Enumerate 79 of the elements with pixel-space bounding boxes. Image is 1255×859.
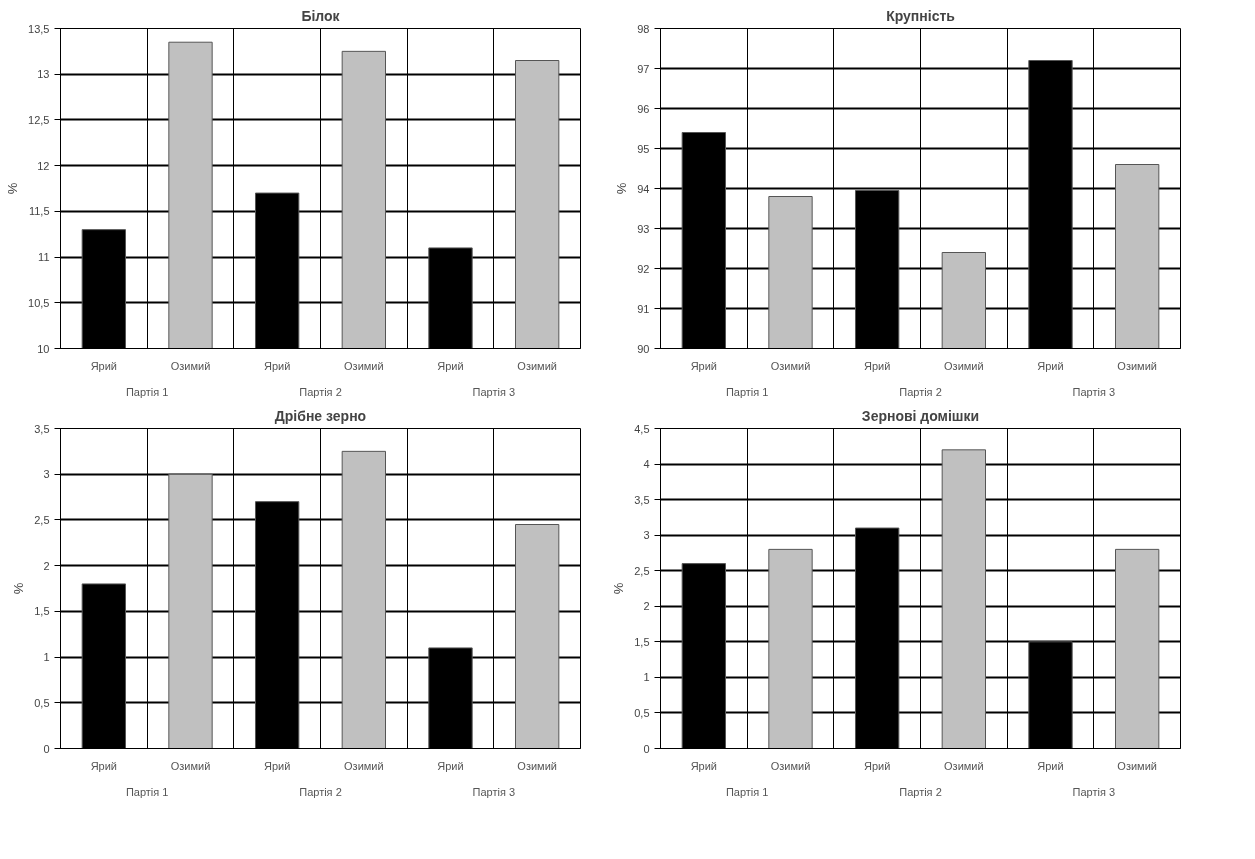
y-tick-label: 96: [637, 102, 650, 115]
x-tick-label: Партія 3: [1072, 385, 1116, 398]
y-tick-label: 4: [643, 458, 650, 471]
y-tick-label: 0: [43, 742, 50, 755]
text: Озимий: [944, 759, 984, 772]
series-label: Ярий: [690, 759, 718, 772]
y-tick-label: 1: [643, 671, 650, 684]
x-tick-label: Партія 1: [125, 785, 169, 798]
y-tick-label: 93: [637, 222, 650, 235]
y-tick-label: 91: [637, 302, 650, 315]
y-tick-label: 97: [637, 62, 650, 75]
y-tick-label: 92: [637, 262, 650, 275]
y-tick-label: 2: [643, 600, 650, 613]
y-tick-label: 98: [637, 22, 650, 35]
x-tick-label: Партія 2: [899, 785, 942, 798]
y-tick-label: 3: [43, 468, 50, 481]
x-tick-label: Партія 3: [1072, 785, 1116, 798]
y-tick-label: 2,5: [34, 513, 50, 526]
y-tick-label: 13: [37, 68, 50, 81]
text: Озимий: [944, 359, 984, 372]
x-tick-label: Партія 3: [472, 785, 516, 798]
text: Ярий: [263, 359, 291, 372]
series-label: Ярий: [690, 359, 718, 372]
series-label: Озимий: [170, 759, 211, 772]
y-tick-label: 3,5: [34, 422, 50, 435]
series-label: Ярий: [90, 359, 118, 372]
y-axis-title: %: [5, 182, 21, 195]
y-tick-label: 12: [37, 159, 50, 172]
y-tick-label: 3: [643, 529, 650, 542]
text: Ярий: [1037, 759, 1064, 772]
y-tick-label: 0,5: [34, 696, 50, 709]
series-label: Озимий: [770, 359, 811, 372]
y-tick-label: 95: [637, 142, 650, 155]
y-tick-label: 10: [37, 342, 50, 355]
x-tick-label: Партія 2: [899, 385, 942, 398]
x-tick-label: Партія 1: [125, 385, 169, 398]
x-tick-label: Партія 2: [299, 385, 342, 398]
y-tick-label: 4,5: [634, 422, 650, 435]
text: Озимий: [1117, 359, 1157, 372]
text: Озимий: [517, 359, 557, 372]
y-tick-label: 0,5: [634, 706, 650, 719]
y-tick-label: 2: [43, 559, 50, 572]
text: Озимий: [1117, 759, 1157, 772]
chart-title: Крупність: [886, 7, 956, 24]
text: Ярий: [263, 759, 291, 772]
text: Ярий: [863, 759, 891, 772]
y-tick-label: 0: [643, 742, 650, 755]
y-axis-title: %: [614, 182, 630, 195]
y-tick-label: 1,5: [34, 605, 50, 618]
y-tick-label: 1: [43, 651, 50, 664]
y-axis-title: %: [11, 582, 27, 595]
y-tick-label: 94: [637, 182, 650, 195]
text: Озимий: [344, 359, 384, 372]
text: Ярий: [863, 359, 891, 372]
text: Ярий: [437, 359, 464, 372]
series-label: Озимий: [170, 359, 211, 372]
text: Озимий: [344, 759, 384, 772]
x-tick-label: Партія 1: [725, 785, 769, 798]
series-label: Озимий: [770, 759, 811, 772]
y-tick-label: 1,5: [634, 635, 650, 648]
y-axis-title: %: [611, 582, 627, 595]
y-tick-label: 12,5: [28, 113, 50, 126]
chart-title: Дрібне зерно: [274, 407, 367, 424]
y-tick-label: 90: [637, 342, 650, 355]
y-tick-label: 11: [38, 251, 50, 264]
y-tick-label: 10,5: [28, 296, 50, 309]
series-label: Ярий: [90, 759, 118, 772]
x-tick-label: Партія 1: [725, 385, 769, 398]
y-tick-label: 2,5: [634, 564, 650, 577]
x-tick-label: Партія 3: [472, 385, 516, 398]
chart-title: Зернові домішки: [861, 407, 980, 424]
x-tick-label: Партія 2: [299, 785, 342, 798]
text: Ярий: [437, 759, 464, 772]
y-tick-label: 13,5: [28, 22, 50, 35]
y-tick-label: 11,5: [28, 205, 50, 218]
chart-title: Білок: [301, 7, 341, 24]
text: Озимий: [517, 759, 557, 772]
text: Ярий: [1037, 359, 1064, 372]
y-tick-label: 3,5: [634, 493, 650, 506]
